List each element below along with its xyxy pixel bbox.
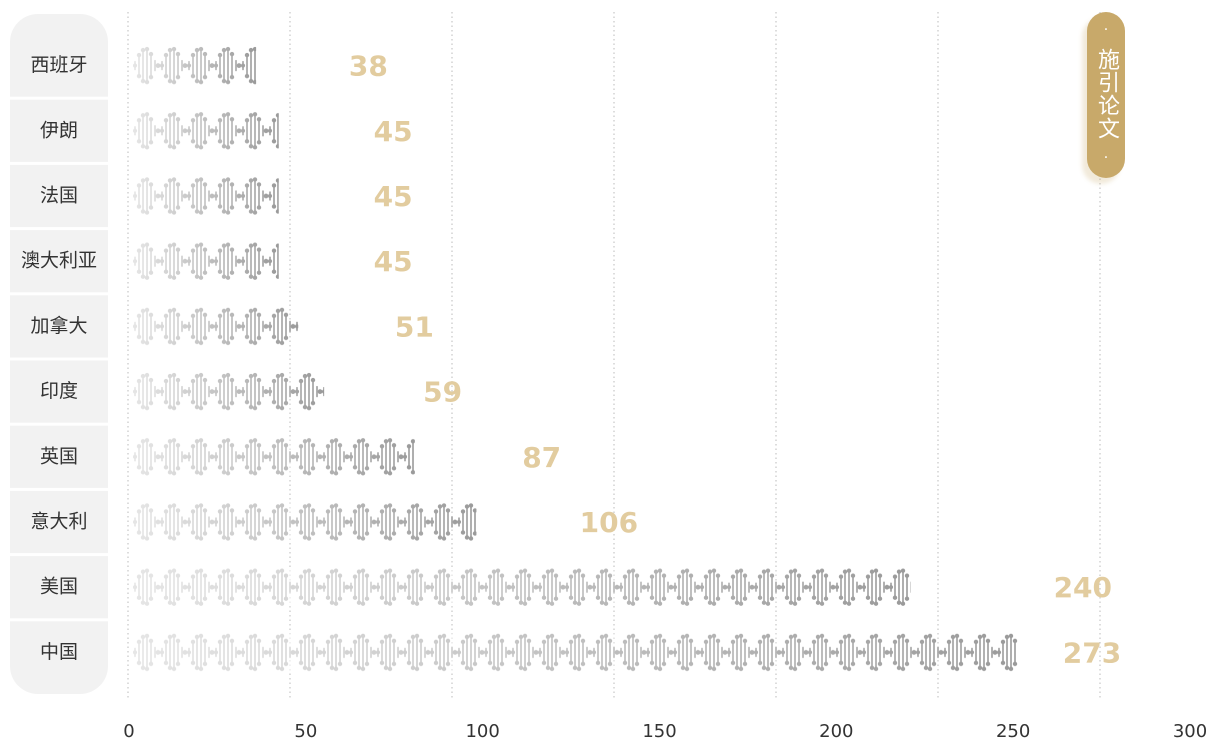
legend-dot: · <box>1104 150 1108 166</box>
bar-fade <box>133 633 1018 672</box>
value-label: 45 <box>374 180 413 213</box>
row-separator <box>10 292 108 296</box>
value-label: 273 <box>1063 636 1121 669</box>
value-label: 38 <box>349 50 388 83</box>
bar-fade <box>133 242 279 281</box>
bar-fade <box>133 111 279 150</box>
bar-fade <box>133 372 325 411</box>
row-separator <box>10 487 108 491</box>
x-tick-label: 200 <box>819 721 853 742</box>
x-tick-label: 100 <box>465 721 499 742</box>
legend-dot: · <box>1104 22 1108 38</box>
y-tick-label: 法国 <box>40 185 78 207</box>
y-tick-label: 澳大利亚 <box>21 250 97 272</box>
category-panel <box>10 14 108 694</box>
value-label: 59 <box>423 376 462 409</box>
row-separator <box>10 161 108 165</box>
y-tick-label: 意大利 <box>30 511 87 533</box>
bar-fade <box>133 568 911 607</box>
x-tick-label: 250 <box>996 721 1030 742</box>
bar-fade <box>133 46 257 85</box>
x-tick-label: 300 <box>1173 721 1207 742</box>
y-tick-label: 伊朗 <box>40 119 78 141</box>
row-separator <box>10 618 108 622</box>
bar-fade <box>133 177 279 215</box>
value-label: 45 <box>374 245 413 278</box>
value-label: 45 <box>374 115 413 148</box>
y-tick-label: 英国 <box>40 445 78 467</box>
value-label: 240 <box>1054 571 1112 604</box>
row-separator <box>10 553 108 557</box>
value-label: 106 <box>580 506 638 539</box>
y-tick-label: 中国 <box>40 641 78 663</box>
bar-fade <box>133 307 299 346</box>
legend-pill <box>1087 12 1125 178</box>
bar-fade <box>133 437 415 476</box>
x-tick-label: 0 <box>123 721 134 742</box>
legend-label: 施引论文 <box>1094 48 1120 140</box>
x-tick-label: 150 <box>642 721 676 742</box>
row-separator <box>10 422 108 426</box>
row-separator <box>10 357 108 361</box>
bar-fade <box>133 503 477 541</box>
y-tick-label: 加拿大 <box>30 314 87 337</box>
y-tick-label: 西班牙 <box>30 54 87 76</box>
row-separator <box>10 227 108 231</box>
value-label: 87 <box>522 441 561 474</box>
legend: · 施引论文 · <box>1087 12 1125 178</box>
y-tick-label: 美国 <box>40 576 78 598</box>
x-tick-label: 50 <box>294 721 317 742</box>
row-separator <box>10 96 108 100</box>
value-label: 51 <box>395 310 434 343</box>
y-tick-label: 印度 <box>40 380 78 402</box>
